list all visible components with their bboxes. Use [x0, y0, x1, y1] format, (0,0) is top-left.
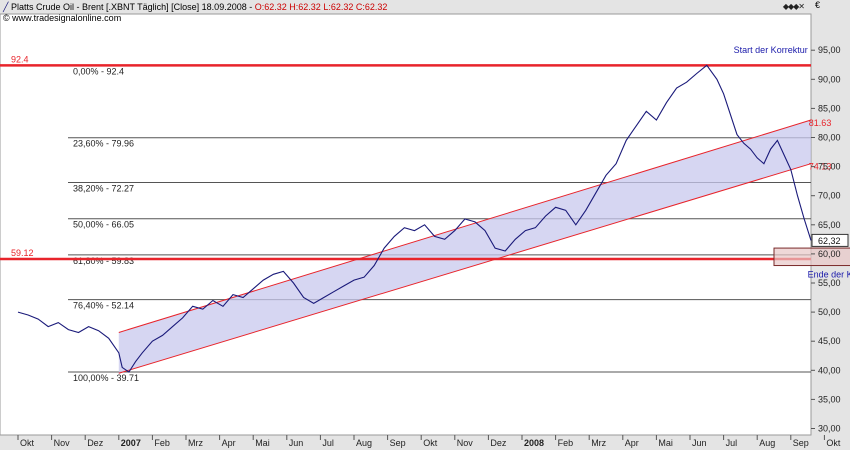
fib-label-3: 50,00% - 66.05: [73, 220, 134, 230]
y-tick-label-10: 80,00: [818, 133, 841, 143]
x-tick-label-6: Apr: [222, 438, 236, 448]
annotation-0: Start der Korrektur: [734, 45, 808, 55]
fib-label-2: 38,20% - 72.27: [73, 183, 134, 193]
fib-label-6: 100,00% - 39.71: [73, 373, 139, 383]
x-tick-label-24: Okt: [826, 438, 841, 448]
channel-fill: [118, 120, 811, 374]
x-tick-label-12: Okt: [423, 438, 438, 448]
ohlc-high: H:62.32: [289, 2, 321, 12]
window-controls[interactable]: ◆◆◆✕: [782, 2, 805, 11]
x-tick-label-8: Jun: [289, 438, 304, 448]
channel-value-label-0: 81.63: [809, 118, 832, 128]
ohlc-low: L:62.32: [323, 2, 354, 12]
ohlc-close: C:62.32: [355, 2, 388, 12]
y-tick-label-4: 50,00: [818, 307, 841, 317]
x-tick-label-7: Mai: [255, 438, 270, 448]
currency-label: €: [814, 0, 820, 10]
x-tick-label-0: Okt: [20, 438, 35, 448]
x-tick-label-11: Sep: [390, 438, 406, 448]
x-tick-label-3: 2007: [121, 438, 141, 448]
y-tick-label-5: 55,00: [818, 278, 841, 288]
annotation-1: Ende der Korrektur: [808, 269, 850, 279]
trend-channel: [118, 119, 812, 374]
x-tick-label-4: Feb: [154, 438, 170, 448]
x-tick-label-18: Apr: [625, 438, 639, 448]
y-tick-label-6: 60,00: [818, 249, 841, 259]
x-axis: Okt Nov Dez 2007 Feb Mrz Apr Mai Jun Jul Aug Sep Okt…: [17, 435, 841, 448]
y-tick-label-3: 45,00: [818, 336, 841, 346]
x-tick-label-22: Aug: [759, 438, 775, 448]
y-tick-label-8: 70,00: [818, 191, 841, 201]
fib-label-4: 61,80% - 59.83: [73, 256, 134, 266]
x-tick-label-21: Jul: [726, 438, 738, 448]
x-tick-label-10: Aug: [356, 438, 372, 448]
x-tick-label-1: Nov: [54, 438, 71, 448]
y-tick-label-1: 35,00: [818, 394, 841, 404]
chart-title: Platts Crude Oil - Brent [.XBNT Täglich]…: [10, 2, 255, 12]
instrument-icon: ╱: [3, 2, 9, 12]
y-tick-label-7: 65,00: [818, 220, 841, 230]
x-tick-label-5: Mrz: [188, 438, 203, 448]
x-tick-label-14: Dez: [490, 438, 507, 448]
x-tick-label-17: Mrz: [591, 438, 606, 448]
target-box: [773, 247, 850, 267]
fib-label-5: 76,40% - 52.14: [73, 301, 134, 311]
last-price-label: 62,32: [818, 236, 841, 246]
x-tick-label-13: Nov: [457, 438, 474, 448]
red-levels: 92.4 59.12: [0, 54, 811, 261]
channel-lower-line: [118, 163, 812, 374]
y-tick-label-0: 30,00: [818, 424, 841, 434]
y-tick-label-13: 95,00: [818, 45, 841, 55]
x-tick-label-23: Sep: [793, 438, 809, 448]
x-tick-label-2: Dez: [87, 438, 104, 448]
source-credit: © www.tradesignalonline.com: [3, 13, 122, 23]
last-price-box: [811, 233, 849, 247]
red-level-label-0: 92.4: [11, 54, 29, 64]
x-tick-label-20: Jun: [692, 438, 707, 448]
y-tick-label-2: 40,00: [818, 365, 841, 375]
x-tick-label-9: Jul: [322, 438, 334, 448]
y-tick-label-9: 75,00: [818, 162, 841, 172]
fib-label-0: 0,00% - 92.4: [73, 66, 124, 76]
y-tick-label-12: 90,00: [818, 74, 841, 84]
y-axis: 30,00 35,00 40,00 45,00 50,00 55,00 60,00 65,00…: [811, 45, 849, 434]
channel-upper-line: [118, 119, 812, 333]
chart-header: ╱ Platts Crude Oil - Brent [.XBNT Täglic…: [3, 2, 387, 13]
x-tick-label-16: Feb: [558, 438, 574, 448]
y-tick-label-11: 85,00: [818, 103, 841, 113]
channel-value-label-1: 74.13: [809, 162, 832, 172]
ohlc-open: O:62.32: [254, 2, 287, 12]
price-series: [17, 64, 812, 373]
price-line: [17, 64, 812, 373]
x-tick-label-19: Mai: [658, 438, 673, 448]
x-tick-label-15: 2008: [524, 438, 544, 448]
target-zone: [773, 247, 850, 267]
red-level-label-1: 59.12: [11, 248, 34, 258]
fib-label-1: 23,60% - 79.96: [73, 139, 134, 149]
chart-labels: 81.63 74.13 Start der Korrektur Ende der Ko…: [734, 45, 850, 279]
